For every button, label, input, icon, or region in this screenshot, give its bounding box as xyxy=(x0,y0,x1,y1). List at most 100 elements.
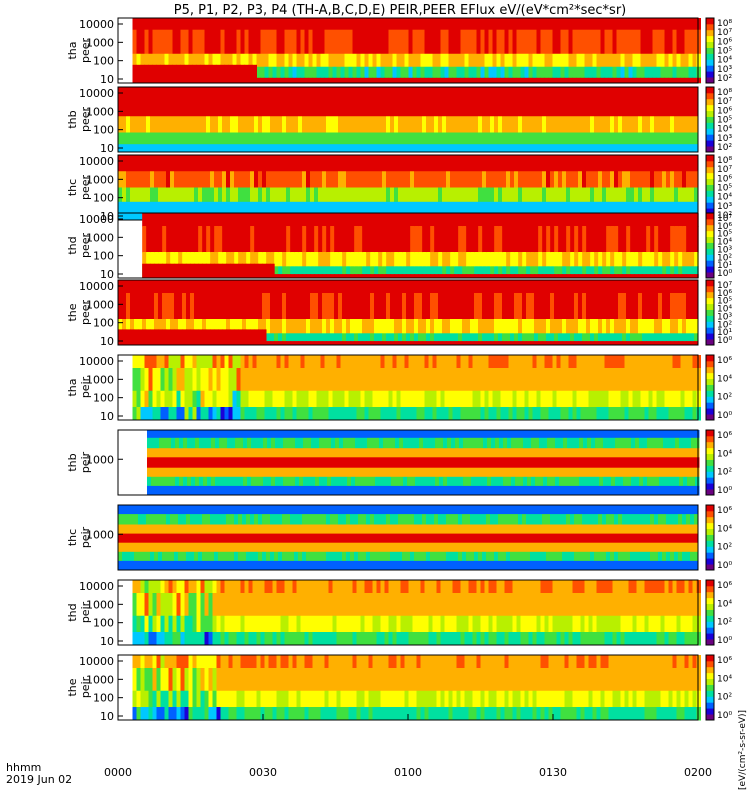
y-tick-label: 100 xyxy=(93,124,114,137)
colorbar-tick-label: 10⁴ xyxy=(717,305,732,315)
y-tick-label: 10 xyxy=(100,73,114,86)
y-tick-label: 10 xyxy=(100,335,114,348)
panel-thb-peir: 1000 thb peir 10⁶ 10⁴ 10² 10⁰ xyxy=(66,429,732,496)
colorbar-tick-label: 10⁶ xyxy=(717,37,732,47)
y-tick-label: 1000 xyxy=(86,673,114,686)
colorbar: 10⁶ 10⁴ 10² 10⁰ xyxy=(705,504,732,571)
panel-frame xyxy=(117,354,699,421)
time-format-label: hhmm xyxy=(6,761,41,774)
colorbar-tick-label: 10¹ xyxy=(717,328,732,338)
colorbar-tick-label: 10² xyxy=(717,618,732,628)
panel-frame xyxy=(117,86,699,153)
colorbar-tick-label: 10⁴ xyxy=(717,524,732,534)
panel-probe-label: thb xyxy=(66,110,79,128)
colorbar-tick-label: 10⁴ xyxy=(717,125,732,135)
colorbar-tick-label: 10⁶ xyxy=(717,506,732,516)
panel-product-label: peir xyxy=(79,451,92,473)
colorbar-tick-label: 10⁸ xyxy=(717,156,732,166)
colorbar-tick-label: 10⁸ xyxy=(717,88,732,98)
colorbar-tick-label: 10⁴ xyxy=(717,374,732,384)
colorbar-tick-label: 10² xyxy=(717,74,732,84)
colorbar-tick-label: 10⁰ xyxy=(717,269,732,279)
x-tick-label: 0130 xyxy=(539,766,567,779)
panel-frame xyxy=(117,504,699,571)
date-label: 2019 Jun 02 xyxy=(6,773,72,786)
panel-probe-label: tha xyxy=(66,41,79,59)
x-tick-label: 0030 xyxy=(249,766,277,779)
panel-product-label: peer xyxy=(79,300,92,326)
colorbar-tick-label: 10⁵ xyxy=(717,47,732,57)
y-tick-label: 10 xyxy=(100,268,114,281)
panel-product-label: peer xyxy=(79,175,92,201)
colorbar: 10⁶ 10⁴ 10² 10⁰ xyxy=(705,354,732,421)
x-tick-label: 0100 xyxy=(394,766,422,779)
panel-product-label: peer xyxy=(79,107,92,133)
colorbar-tick-label: 10⁴ xyxy=(717,674,732,684)
panel-probe-label: thd xyxy=(66,603,79,621)
colorbar-tick-label: 10² xyxy=(717,143,732,153)
panel-frame xyxy=(117,279,699,346)
colorbar-tick-label: 10⁶ xyxy=(717,656,732,666)
colorbar-tick-label: 10² xyxy=(717,543,732,553)
y-tick-label: 10000 xyxy=(79,355,114,368)
panel-product-label: peir xyxy=(79,376,92,398)
colorbar-tick-label: 10² xyxy=(717,320,732,330)
y-tick-label: 10000 xyxy=(79,280,114,293)
colorbar-tick-label: 10⁰ xyxy=(717,711,732,721)
panel-probe-label: the xyxy=(66,303,79,321)
colorbar-tick-label: 10⁴ xyxy=(717,238,732,248)
y-tick-label: 1000 xyxy=(86,298,114,311)
colorbar-tick-label: 10⁷ xyxy=(717,214,732,224)
colorbar-unit-label: [eV/(cm²-s-sr-eV)] xyxy=(738,710,748,790)
colorbar-tick-label: 10³ xyxy=(717,134,732,144)
colorbar-tick-label: 10⁶ xyxy=(717,106,732,116)
panel-probe-label: thc xyxy=(66,529,79,546)
colorbar-tick-label: 10² xyxy=(717,693,732,703)
panel-probe-label: thc xyxy=(66,179,79,196)
y-tick-label: 1000 xyxy=(86,453,114,466)
y-tick-label: 1000 xyxy=(86,36,114,49)
colorbar-tick-label: 10⁷ xyxy=(717,165,732,175)
colorbar-tick-label: 10² xyxy=(717,211,732,221)
y-tick-label: 10000 xyxy=(79,580,114,593)
y-tick-label: 10 xyxy=(100,635,114,648)
y-tick-label: 10000 xyxy=(79,155,114,168)
colorbar-tick-label: 10⁵ xyxy=(717,297,732,307)
colorbar-tick-label: 10⁶ xyxy=(717,222,732,232)
colorbar-tick-label: 10⁰ xyxy=(717,336,732,346)
panel-product-label: peir xyxy=(79,601,92,623)
colorbar-tick-label: 10⁵ xyxy=(717,116,732,126)
panel-frame xyxy=(117,212,699,279)
colorbar-tick-label: 10⁷ xyxy=(717,97,732,107)
colorbar-tick-label: 10⁰ xyxy=(717,486,732,496)
colorbar-tick-label: 10⁴ xyxy=(717,193,732,203)
y-tick-label: 100 xyxy=(93,250,114,263)
panel-probe-label: tha xyxy=(66,378,79,396)
colorbar: 10⁶ 10⁴ 10² 10⁰ xyxy=(705,429,732,496)
colorbar-tick-label: 10⁸ xyxy=(717,19,732,29)
colorbar-tick-label: 10⁴ xyxy=(717,56,732,66)
colorbar: 10⁶ 10⁴ 10² 10⁰ xyxy=(705,654,732,721)
colorbar-tick-label: 10¹ xyxy=(717,261,732,271)
y-tick-label: 100 xyxy=(93,692,114,705)
panel-product-label: peir xyxy=(79,676,92,698)
y-tick-label: 10000 xyxy=(79,18,114,31)
colorbar-tick-label: 10² xyxy=(717,253,732,263)
panel-thc-peir: 1000 thc peir 10⁶ 10⁴ 10² 10⁰ xyxy=(66,504,732,571)
colorbar-tick-label: 10³ xyxy=(717,202,732,212)
y-tick-label: 1000 xyxy=(86,598,114,611)
colorbar-tick-label: 10⁶ xyxy=(717,174,732,184)
panel-frame xyxy=(117,429,699,496)
y-tick-label: 1000 xyxy=(86,373,114,386)
